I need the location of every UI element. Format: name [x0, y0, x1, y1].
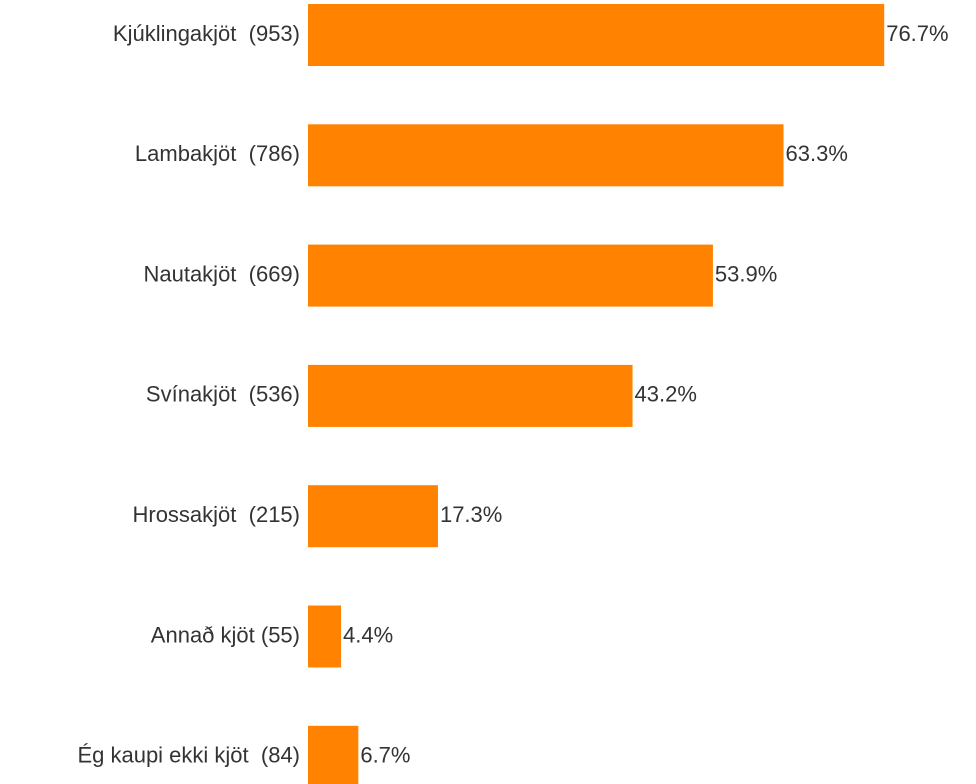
category-label: Nautakjöt (669): [143, 261, 300, 286]
category-label: Ég kaupi ekki kjöt (84): [77, 743, 300, 768]
category-label: Annað kjöt (55): [151, 622, 300, 647]
value-label: 4.4%: [343, 622, 393, 647]
bar: [308, 485, 438, 548]
value-label: 6.7%: [360, 743, 410, 768]
bar: [308, 725, 359, 784]
value-label: 76.7%: [886, 21, 948, 46]
category-label: Kjúklingakjöt (953): [113, 21, 300, 46]
value-label: 63.3%: [786, 141, 848, 166]
category-label: Lambakjöt (786): [135, 141, 300, 166]
bar: [308, 4, 885, 66]
bar: [308, 364, 633, 427]
category-label: Svínakjöt (536): [146, 382, 300, 407]
category-label: Hrossakjöt (215): [132, 502, 300, 527]
value-label: 43.2%: [635, 382, 697, 407]
bar: [308, 124, 784, 187]
value-label: 17.3%: [440, 502, 502, 527]
bar: [308, 244, 713, 307]
value-label: 53.9%: [715, 261, 777, 286]
bar: [308, 605, 342, 668]
